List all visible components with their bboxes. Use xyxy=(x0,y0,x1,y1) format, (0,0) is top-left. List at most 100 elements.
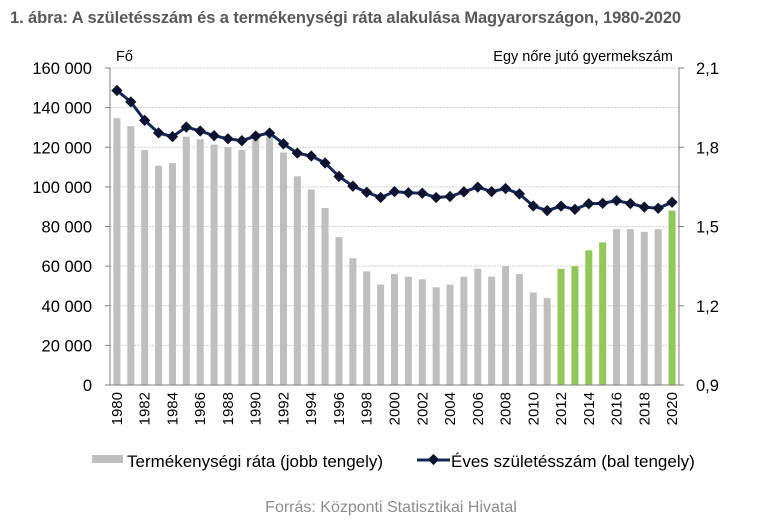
point-2006 xyxy=(472,181,484,193)
point-2003 xyxy=(430,191,442,204)
bar-2011 xyxy=(543,297,551,385)
x-tick-label: 1992 xyxy=(275,392,292,425)
point-2000 xyxy=(388,185,401,198)
left-tick-label: 80 000 xyxy=(42,219,92,237)
bar-1985 xyxy=(182,136,190,385)
x-tick-label: 1986 xyxy=(192,392,209,425)
left-tick-label: 20 000 xyxy=(42,337,92,355)
left-axis-ticks: 0 20 000 40 000 60 000 80 000 100 000 120 000 1… xyxy=(32,60,110,395)
bar-2015 xyxy=(599,242,607,385)
point-1997 xyxy=(347,180,359,192)
point-1996 xyxy=(333,170,345,183)
point-1984 xyxy=(166,130,179,143)
x-tick-label: 2004 xyxy=(442,392,459,425)
gridlines xyxy=(110,67,679,346)
left-tick-label: 140 000 xyxy=(32,100,92,118)
x-tick-label: 1998 xyxy=(359,392,376,425)
right-axis-title: Egy nőre jutó gyermekszám xyxy=(493,49,673,65)
bar-1990 xyxy=(252,139,260,385)
left-tick-label: 60 000 xyxy=(42,258,92,276)
point-2008 xyxy=(499,182,512,195)
bar-1987 xyxy=(210,144,218,385)
point-1994 xyxy=(305,150,317,162)
x-tick-label: 2000 xyxy=(387,392,404,425)
x-tick-label: 2008 xyxy=(498,392,515,425)
x-tick-label: 2014 xyxy=(581,392,598,425)
x-tick-label: 1988 xyxy=(220,392,237,425)
bar-2013 xyxy=(571,266,579,385)
bar-2001 xyxy=(404,276,412,385)
bar-1981 xyxy=(127,126,135,385)
point-2012 xyxy=(555,200,567,212)
bar-1991 xyxy=(266,136,274,385)
bar-2008 xyxy=(502,266,510,385)
bar-1995 xyxy=(321,208,329,385)
bar-2007 xyxy=(488,276,496,385)
bar-2009 xyxy=(515,274,523,385)
point-1990 xyxy=(250,130,262,142)
point-2004 xyxy=(444,190,456,203)
bar-1998 xyxy=(363,271,371,385)
bar-1993 xyxy=(293,176,301,385)
right-tick-label: 2,1 xyxy=(696,60,719,78)
left-tick-label: 40 000 xyxy=(42,298,92,316)
point-2017 xyxy=(624,197,637,210)
point-1988 xyxy=(222,133,234,145)
bar-1989 xyxy=(238,149,246,385)
bar-1986 xyxy=(196,139,204,385)
point-1987 xyxy=(208,130,220,142)
bar-2004 xyxy=(446,284,454,385)
bar-1983 xyxy=(155,165,163,385)
point-1993 xyxy=(291,147,304,159)
point-2005 xyxy=(458,186,470,198)
x-tick-label: 1990 xyxy=(248,392,265,425)
x-tick-label: 1982 xyxy=(137,392,154,425)
legend-line-label: Éves születésszám (bal tengely) xyxy=(451,452,695,471)
point-2020 xyxy=(666,196,678,208)
legend-bar-swatch xyxy=(92,455,123,463)
x-tick-label: 1994 xyxy=(303,392,320,425)
point-2010 xyxy=(527,200,539,212)
source-note: Forrás: Központi Statisztikai Hivatal xyxy=(265,499,517,516)
point-2015 xyxy=(597,197,609,209)
bar-1996 xyxy=(335,237,343,385)
point-1991 xyxy=(263,127,276,139)
bar-2017 xyxy=(626,229,634,385)
point-1999 xyxy=(374,191,387,204)
right-tick-label: 1,2 xyxy=(696,298,719,316)
point-2007 xyxy=(485,185,498,198)
point-2019 xyxy=(652,202,664,214)
bar-1982 xyxy=(141,149,149,385)
point-1992 xyxy=(277,138,290,150)
right-tick-label: 1,5 xyxy=(696,219,719,237)
point-2011 xyxy=(541,204,553,217)
point-2002 xyxy=(416,187,428,199)
chart-title: 1. ábra: A születésszám és a termékenysé… xyxy=(10,9,682,27)
x-tick-label: 2012 xyxy=(553,392,570,425)
bar-2014 xyxy=(585,250,593,385)
x-tick-label: 2016 xyxy=(609,392,626,425)
bar-1997 xyxy=(349,258,357,385)
x-tick-label: 2020 xyxy=(664,392,681,425)
left-tick-label: 100 000 xyxy=(32,179,92,197)
bar-2019 xyxy=(654,229,662,385)
point-1981 xyxy=(125,96,137,108)
legend-bar-label: Termékenységi ráta (jobb tengely) xyxy=(127,452,383,471)
bar-1988 xyxy=(224,147,232,385)
bar-1980 xyxy=(113,118,121,386)
bar-2005 xyxy=(460,276,468,385)
point-1995 xyxy=(319,157,331,169)
point-1986 xyxy=(194,125,206,137)
line-series xyxy=(111,84,678,217)
left-axis-title: Fő xyxy=(116,49,133,65)
bar-1994 xyxy=(307,189,315,385)
right-tick-label: 0,9 xyxy=(696,377,719,395)
bar-1984 xyxy=(168,163,176,385)
bar-2018 xyxy=(640,231,648,385)
point-2013 xyxy=(569,203,581,215)
right-axis-ticks: 0,9 1,2 1,5 1,8 2,1 xyxy=(679,60,719,395)
x-tick-label: 2006 xyxy=(470,392,487,425)
right-tick-label: 1,8 xyxy=(696,139,719,157)
point-1998 xyxy=(361,186,373,198)
